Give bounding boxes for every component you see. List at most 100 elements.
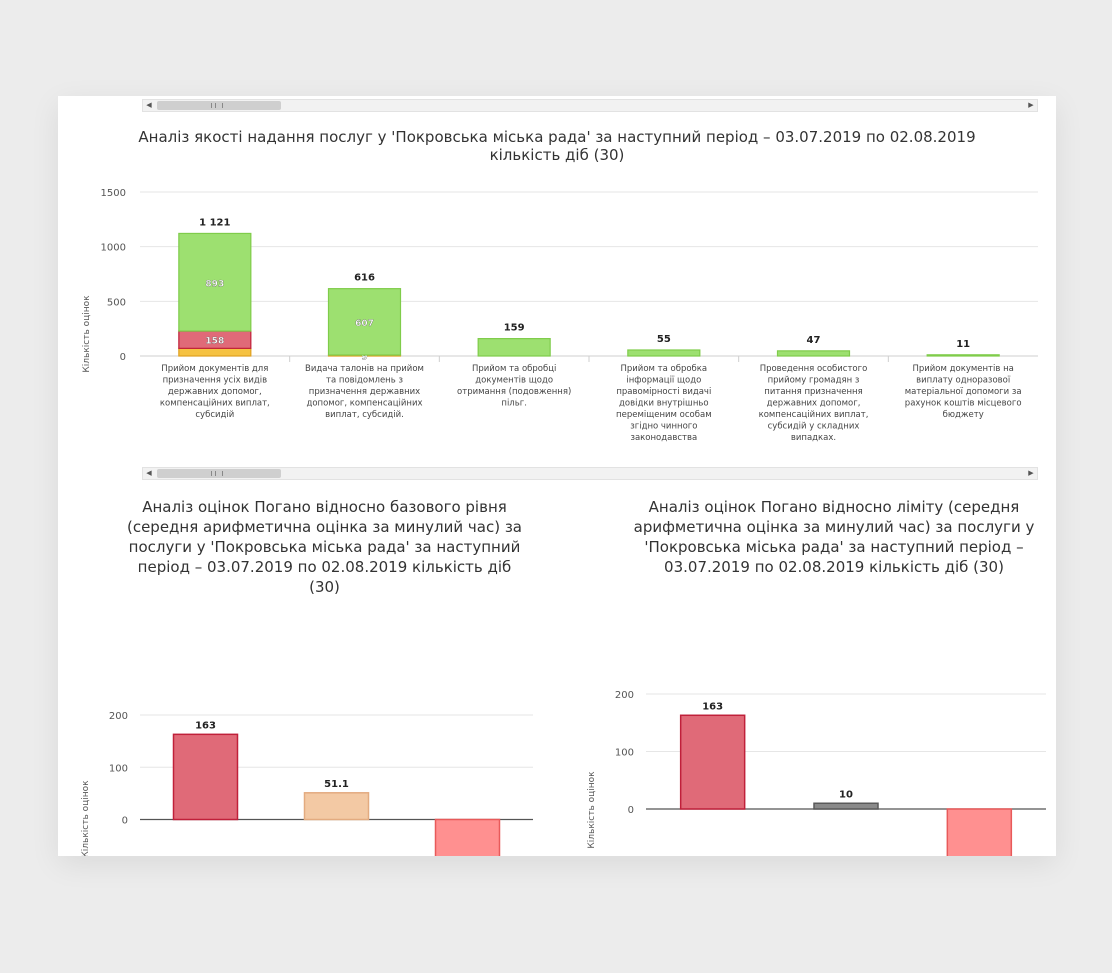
category-label-line: довідки внутрішньо — [619, 399, 709, 409]
category-label-line: матеріальної допомоги за — [905, 387, 1022, 397]
category-label-line: згідно чинного — [630, 422, 697, 432]
y-tick-label: 0 — [628, 805, 634, 816]
dashboard-card: ◀ ▶ Аналіз якості надання послуг у 'Покр… — [58, 96, 1056, 856]
category-label-line: державних допомог, — [767, 399, 861, 409]
segment-label: 158 — [205, 337, 224, 347]
y-tick-label: 1000 — [101, 243, 126, 254]
y-tick-label: 0 — [122, 816, 128, 827]
total-label: 55 — [657, 334, 671, 345]
category-label-line: правомірності видачі — [616, 387, 711, 397]
bar-segment — [178, 232, 252, 332]
category-label-line: отримання (подовження) — [457, 387, 571, 397]
scroll-left-arrow-icon[interactable]: ◀ — [146, 469, 152, 477]
value-label: 163 — [702, 701, 723, 712]
category-label-line: прийому громадян з — [768, 376, 860, 386]
chart-title-line: (середня арифметична оцінка за минулий ч… — [127, 518, 522, 536]
y-tick-label: 200 — [109, 711, 128, 722]
total-label: 47 — [807, 335, 821, 346]
x-axis-categories: Прийом документів для призначення усіх ви… — [160, 356, 1022, 443]
category-label-line: пільг. — [501, 399, 527, 409]
chart-title-line: Аналіз якості надання послуг у 'Покровсь… — [138, 128, 975, 146]
category-label-line: Видача талонів на прийом — [305, 364, 424, 374]
segment-label: 9 — [361, 353, 367, 363]
y-tick-label: 100 — [615, 748, 634, 759]
y-axis-label: Кількість оцінок — [82, 295, 92, 373]
category-label-line: рахунок коштів місцевого — [905, 399, 1022, 409]
total-label: 1 121 — [199, 217, 230, 228]
category-label-line: призначення державних — [309, 387, 420, 397]
bar-segment — [926, 354, 1000, 357]
bar-segment — [477, 338, 551, 357]
chart-title: Аналіз оцінок Погано відносно базового р… — [127, 498, 522, 596]
y-axis-label: Кількість оцінок — [81, 780, 91, 856]
chart-title-line: 'Покровська міська рада' за наступний пе… — [644, 538, 1023, 556]
scroll-grip-icon — [211, 103, 223, 108]
value-label: 51.1 — [324, 779, 349, 790]
y-tick-label: 1500 — [101, 188, 126, 199]
scroll-left-arrow-icon[interactable]: ◀ — [146, 101, 152, 109]
category-label-line: державних допомог, — [168, 387, 262, 397]
value-label: 10 — [839, 789, 853, 800]
category-label-line: субсидій — [195, 410, 234, 420]
y-axis-ticks: 0 500 1000 1500 — [101, 188, 126, 363]
segment-label: 607 — [355, 319, 374, 329]
bar — [679, 714, 746, 810]
chart-title: Аналіз якості надання послуг у 'Покровсь… — [138, 128, 975, 164]
bar — [303, 792, 370, 821]
category-label-line: бюджету — [943, 410, 984, 420]
middle-scrollbar[interactable]: ◀ ▶ — [142, 467, 1038, 480]
chart-title-line: Аналіз оцінок Погано відносно базового р… — [142, 498, 507, 516]
bar-segment — [776, 350, 851, 357]
segment-label: 893 — [205, 279, 224, 289]
bar-segment — [327, 288, 402, 356]
category-label-line: призначення усіх видів — [163, 376, 268, 386]
category-label-line: випадках. — [791, 433, 836, 443]
y-axis-label: Кількість оцінок — [587, 771, 597, 849]
category-label-line: виплату одноразової — [916, 376, 1011, 386]
category-label-line: Проведення особистого — [760, 364, 868, 374]
y-tick-label: 100 — [109, 763, 128, 774]
y-tick-label: 200 — [615, 690, 634, 701]
category-label-line: допомог, компенсаційних — [306, 399, 422, 409]
chart-title-line: арифметична оцінка за минулий час) за по… — [634, 518, 1035, 536]
category-label-line: Прийом документів для — [161, 364, 268, 374]
category-label-line: компенсаційних виплат, — [759, 410, 869, 420]
bar — [172, 733, 239, 821]
scroll-right-arrow-icon[interactable]: ▶ — [1028, 101, 1034, 109]
y-axis-ticks: -200-1000100200 — [615, 690, 634, 816]
value-label: 163 — [195, 720, 216, 731]
category-label-line: переміщеним особам — [616, 410, 712, 420]
chart-title-line: період – 03.07.2019 по 02.08.2019 кількі… — [138, 558, 512, 576]
total-label: 11 — [956, 339, 970, 350]
baseline-analysis-chart: Аналіз оцінок Погано відносно базового р… — [81, 498, 533, 856]
category-label-line: інформації щодо — [626, 376, 701, 386]
category-label-line: компенсаційних виплат, — [160, 399, 270, 409]
category-label-line: законодавства — [630, 433, 697, 443]
category-label-line: та повідомлень з — [326, 376, 403, 386]
y-tick-label: 0 — [120, 352, 126, 363]
bar-segment — [178, 347, 252, 357]
category-label-line: документів щодо — [475, 376, 553, 386]
scroll-thumb[interactable] — [157, 101, 281, 110]
quality-analysis-chart: Аналіз якості надання послуг у 'Покровсь… — [82, 128, 1038, 443]
scroll-right-arrow-icon[interactable]: ▶ — [1028, 469, 1034, 477]
bars: 158 893 1 121 9 607 616 159 55 47 11 — [178, 217, 1000, 363]
chart-title-line: послуги у 'Покровська міська рада' за на… — [129, 538, 521, 556]
category-label-line: субсидій у складних — [768, 422, 860, 432]
total-label: 159 — [504, 323, 525, 334]
chart-title-line: 03.07.2019 по 02.08.2019 кількість діб (… — [664, 558, 1004, 576]
top-scrollbar[interactable]: ◀ ▶ — [142, 99, 1038, 112]
chart-title-line: (30) — [309, 578, 340, 596]
total-label: 616 — [354, 273, 375, 284]
chart-title-line: кількість діб (30) — [490, 146, 625, 164]
scroll-grip-icon — [211, 471, 223, 476]
category-label-line: питання призначення — [764, 387, 862, 397]
chart-title-line: Аналіз оцінок Погано відносно ліміту (се… — [649, 498, 1020, 516]
bar — [434, 818, 501, 856]
category-label-line: Прийом та обробці — [472, 364, 556, 374]
bar-segment — [627, 349, 701, 357]
y-tick-label: 500 — [107, 297, 126, 308]
scroll-thumb[interactable] — [157, 469, 281, 478]
